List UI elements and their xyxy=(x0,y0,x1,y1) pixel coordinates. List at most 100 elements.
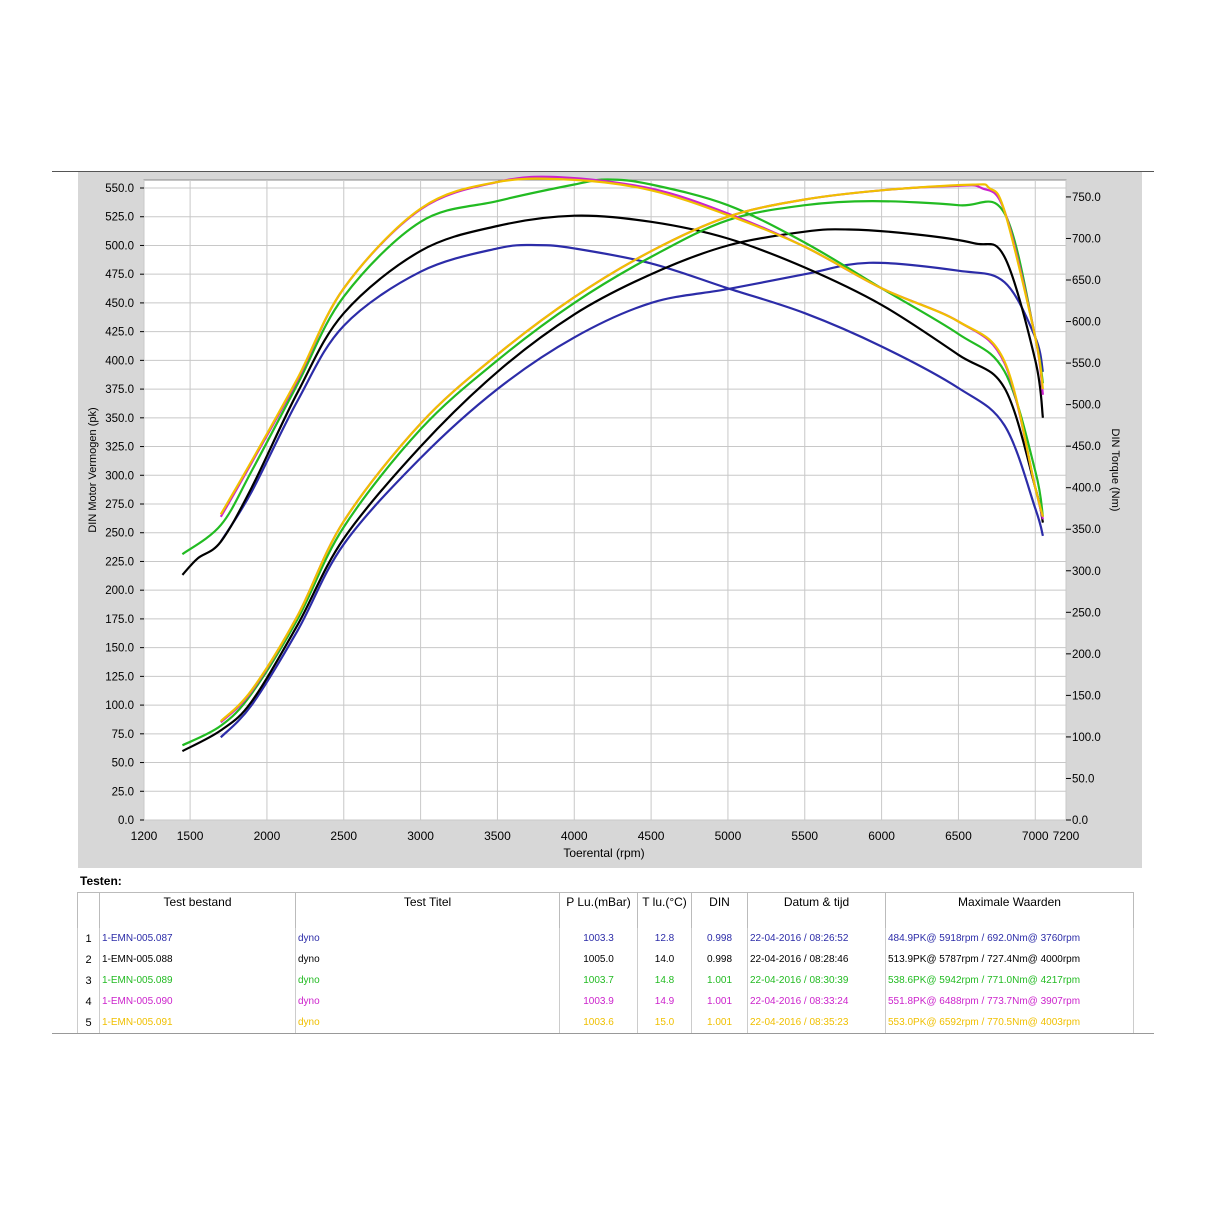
torque-line xyxy=(219,177,1044,518)
left-tick-label: 250.0 xyxy=(105,528,134,540)
power-line xyxy=(220,261,1044,739)
x-tick-label: 3500 xyxy=(484,829,511,843)
test-row-file: 1-EMN-005.088 xyxy=(99,949,296,970)
right-tick-label: 300.0 xyxy=(1072,566,1101,578)
right-tick-label: 650.0 xyxy=(1072,275,1101,287)
left-tick-label: 275.0 xyxy=(105,499,134,511)
test-row-pressure: 1003.3 xyxy=(559,928,638,949)
x-tick-label: 7000 xyxy=(1022,829,1049,843)
left-tick-label: 375.0 xyxy=(105,384,134,396)
right-tick-label: 200.0 xyxy=(1072,649,1101,661)
col-header-pressure[interactable]: P Lu.(mBar) xyxy=(559,892,638,928)
test-row-pressure: 1005.0 xyxy=(559,949,638,970)
left-axis-label: DIN Motor Vermogen (pk) xyxy=(87,407,99,532)
test-row-pressure: 1003.6 xyxy=(559,1012,638,1033)
power-line xyxy=(220,183,1044,722)
col-header-date[interactable]: Datum & tijd xyxy=(747,892,886,928)
right-tick-label: 250.0 xyxy=(1072,607,1101,619)
right-tick-label: 700.0 xyxy=(1072,233,1101,245)
left-tick-label: 125.0 xyxy=(105,671,134,683)
tests-table: Test bestand Test Titel P Lu.(mBar) T lu… xyxy=(77,892,1134,1033)
right-tick-label: 550.0 xyxy=(1072,358,1101,370)
left-tick-label: 550.0 xyxy=(105,183,134,195)
test-row-title: dyno xyxy=(295,949,560,970)
left-tick-label: 350.0 xyxy=(105,413,134,425)
right-tick-label: 750.0 xyxy=(1072,192,1101,204)
test-row-din: 0.998 xyxy=(691,949,748,970)
test-row-file: 1-EMN-005.091 xyxy=(99,1012,296,1033)
test-row-date: 22-04-2016 / 08:30:39 xyxy=(747,970,886,991)
right-tick-label: 450.0 xyxy=(1072,441,1101,453)
right-tick-label: 150.0 xyxy=(1072,690,1101,702)
test-row-temp: 12.8 xyxy=(637,928,692,949)
left-tick-label: 0.0 xyxy=(118,815,134,827)
torque-line xyxy=(219,243,1044,543)
col-header-din[interactable]: DIN xyxy=(691,892,748,928)
test-row[interactable]: 1 1-EMN-005.087 dyno 1003.3 12.8 0.998 22-04-2… xyxy=(77,928,1134,949)
left-tick-label: 300.0 xyxy=(105,470,134,482)
right-tick-label: 500.0 xyxy=(1072,400,1101,412)
test-row-max: 484.9PK@ 5918rpm / 692.0Nm@ 3760rpm xyxy=(885,928,1134,949)
x-tick-label: 1200 xyxy=(131,829,158,843)
x-tick-label: 5000 xyxy=(715,829,742,843)
right-tick-label: 400.0 xyxy=(1072,483,1101,495)
test-row-title: dyno xyxy=(295,928,560,949)
right-axis-ticks: 0.0 50.0 100.0 150.0 200.0 250.0 300.0 350.0 400… xyxy=(1066,192,1101,827)
test-row-file: 1-EMN-005.089 xyxy=(99,970,296,991)
test-row-pressure: 1003.9 xyxy=(559,991,638,1012)
test-row-din: 0.998 xyxy=(691,928,748,949)
left-tick-label: 475.0 xyxy=(105,269,134,281)
test-row-number: 1 xyxy=(77,928,100,949)
test-row-din: 1.001 xyxy=(691,991,748,1012)
x-tick-label: 1500 xyxy=(177,829,204,843)
test-row-title: dyno xyxy=(295,970,560,991)
test-row-file: 1-EMN-005.087 xyxy=(99,928,296,949)
test-row[interactable]: 3 1-EMN-005.089 dyno 1003.7 14.8 1.001 22-04-2… xyxy=(77,970,1134,991)
left-tick-label: 425.0 xyxy=(105,327,134,339)
left-tick-label: 200.0 xyxy=(105,585,134,597)
left-tick-label: 225.0 xyxy=(105,556,134,568)
test-row-number: 4 xyxy=(77,991,100,1012)
left-tick-label: 500.0 xyxy=(105,240,134,252)
left-tick-label: 25.0 xyxy=(112,786,134,798)
test-row-number: 5 xyxy=(77,1012,100,1033)
test-row[interactable]: 4 1-EMN-005.090 dyno 1003.9 14.9 1.001 22-04-2… xyxy=(77,991,1134,1012)
test-row-title: dyno xyxy=(295,1012,560,1033)
col-header-max[interactable]: Maximale Waarden xyxy=(885,892,1134,928)
power-line xyxy=(181,200,1044,747)
test-row-din: 1.001 xyxy=(691,970,748,991)
x-tick-label: 7200 xyxy=(1053,829,1080,843)
dyno-chart-svg: 1200 1500 2000 2500 3000 3500 4000 4500 5000 5500… xyxy=(78,172,1142,868)
torque-line xyxy=(181,178,1044,556)
col-header-temp[interactable]: T lu.(°C) xyxy=(637,892,692,928)
power-line xyxy=(181,228,1044,753)
top-rule xyxy=(52,171,1154,172)
x-axis-ticks: 1200 1500 2000 2500 3000 3500 4000 4500 5000 5500… xyxy=(131,829,1080,843)
test-row[interactable]: 5 1-EMN-005.091 dyno 1003.6 15.0 1.001 22-04-2… xyxy=(77,1012,1134,1033)
torque-line xyxy=(181,214,1044,576)
col-header-title[interactable]: Test Titel xyxy=(295,892,560,928)
test-row-max: 553.0PK@ 6592rpm / 770.5Nm@ 4003rpm xyxy=(885,1012,1134,1033)
left-tick-label: 75.0 xyxy=(112,729,134,741)
left-axis-ticks: 0.0 25.0 50.0 75.0 100.0 125.0 150.0 175.0 200.0… xyxy=(105,183,144,827)
test-row-temp: 14.8 xyxy=(637,970,692,991)
test-row-temp: 15.0 xyxy=(637,1012,692,1033)
test-row-title: dyno xyxy=(295,991,560,1012)
x-tick-label: 2000 xyxy=(254,829,281,843)
right-tick-label: 50.0 xyxy=(1072,773,1094,785)
col-header-file[interactable]: Test bestand xyxy=(99,892,296,928)
left-tick-label: 175.0 xyxy=(105,614,134,626)
test-row-pressure: 1003.7 xyxy=(559,970,638,991)
test-row[interactable]: 2 1-EMN-005.088 dyno 1005.0 14.0 0.998 22-04-2… xyxy=(77,949,1134,970)
left-tick-label: 525.0 xyxy=(105,212,134,224)
test-row-date: 22-04-2016 / 08:33:24 xyxy=(747,991,886,1012)
right-tick-label: 600.0 xyxy=(1072,317,1101,329)
left-tick-label: 150.0 xyxy=(105,643,134,655)
right-axis-label: DIN Torque (Nm) xyxy=(1109,429,1121,512)
left-tick-label: 100.0 xyxy=(105,700,134,712)
test-row-max: 551.8PK@ 6488rpm / 773.7Nm@ 3907rpm xyxy=(885,991,1134,1012)
right-tick-label: 100.0 xyxy=(1072,732,1101,744)
bottom-rule xyxy=(52,1033,1154,1034)
x-tick-label: 5500 xyxy=(791,829,818,843)
right-tick-label: 0.0 xyxy=(1072,815,1088,827)
